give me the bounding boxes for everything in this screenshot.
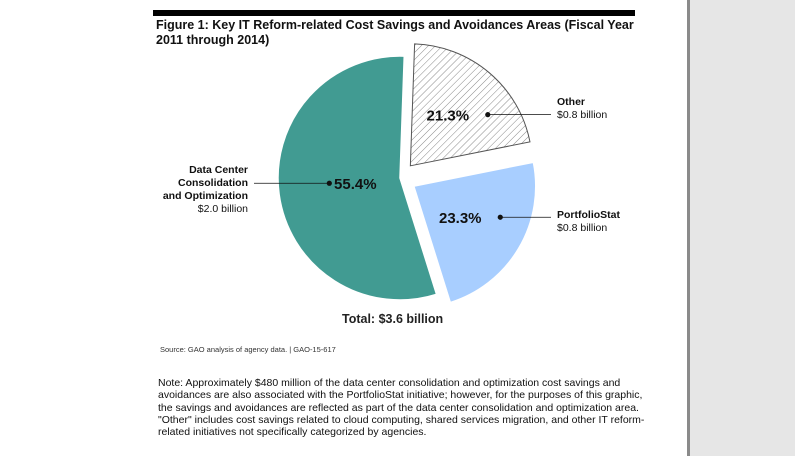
- pie-slice-other: [409, 43, 531, 167]
- label-data-center: Data Center Consolidation and Optimizati…: [150, 164, 248, 216]
- slice-name-portfoliostat: PortfolioStat: [557, 209, 620, 221]
- slice-name-data-center-line2: Consolidation: [178, 177, 248, 189]
- label-other: Other $0.8 billion: [557, 96, 607, 122]
- figure-source: Source: GAO analysis of agency data. | G…: [160, 345, 336, 354]
- pct-label-portfoliostat: 23.3%: [439, 210, 482, 227]
- slice-name-data-center-line1: Data Center: [189, 164, 248, 176]
- label-portfoliostat: PortfolioStat $0.8 billion: [557, 209, 620, 235]
- pct-label-data-center: 55.4%: [334, 176, 377, 193]
- slice-name-data-center-line3: and Optimization: [162, 190, 248, 202]
- chart-total: Total: $3.6 billion: [342, 312, 444, 326]
- figure-note: Note: Approximately $480 million of the …: [158, 377, 645, 439]
- slice-amount-other: $0.8 billion: [557, 109, 608, 121]
- slice-amount-portfoliostat: $0.8 billion: [557, 222, 608, 234]
- slice-name-other: Other: [557, 96, 586, 108]
- pie-slice-portfoliostat: [412, 161, 537, 304]
- figure-top-rule: [153, 10, 635, 16]
- pie-slice-data-center: [277, 55, 438, 301]
- slice-amount-data-center: $2.0 billion: [197, 203, 248, 215]
- figure-title: Figure 1: Key IT Reform-related Cost Sav…: [156, 18, 634, 47]
- page-edge: [687, 0, 690, 456]
- pct-label-other: 21.3%: [427, 108, 470, 125]
